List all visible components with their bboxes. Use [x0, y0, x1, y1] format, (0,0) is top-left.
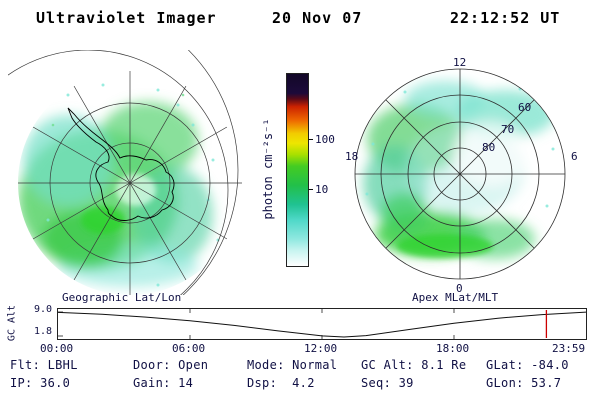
status-glon: GLon: 53.7: [486, 376, 562, 390]
status-dsp: Dsp: 4.2: [247, 376, 315, 390]
status-mode: Mode: Normal: [247, 358, 338, 372]
status-ip: IP: 36.0: [10, 376, 71, 390]
mlat-label-70: 70: [501, 123, 514, 136]
status-gain: Gain: 14: [133, 376, 194, 390]
status-gc-alt: GC Alt: 8.1 Re: [361, 358, 467, 372]
mlat-label-80: 80: [482, 141, 495, 154]
colorbar-tick-label-100: 100: [315, 133, 335, 146]
colorbar-tick-mark: [308, 139, 313, 140]
mlt-label-12: 12: [453, 56, 466, 69]
speckle-dots: [46, 83, 220, 287]
antarctica-coastline: [67, 107, 175, 221]
status-glat: GLat: -84.0: [486, 358, 569, 372]
gc-alt-plot-area: [58, 309, 586, 339]
speckle-dots: [365, 87, 555, 208]
gc-alt-strip-chart: [57, 308, 587, 340]
mlt-label-18: 18: [345, 150, 358, 163]
aurora-image-left: [18, 83, 220, 287]
gc-alt-curve: [58, 311, 586, 338]
colorbar-tick-mark: [308, 189, 313, 190]
xtick-1200: 12:00: [304, 342, 338, 355]
mlat-label-60: 60: [518, 101, 531, 114]
left-plot-caption: Geographic Lat/Lon: [62, 291, 182, 304]
lat-lon-grid: [8, 50, 242, 295]
colorbar-tick-label-10: 10: [315, 183, 329, 196]
observation-date: 20 Nov 07: [272, 9, 363, 27]
status-seq: Seq: 39: [361, 376, 414, 390]
xtick-0600: 06:00: [172, 342, 206, 355]
colorbar-unit-label: photon cm⁻²s⁻¹: [261, 118, 275, 220]
aurora-image-right: [363, 81, 555, 259]
observation-time: 22:12:52 UT: [450, 9, 561, 27]
mlt-label-6: 6: [571, 150, 578, 163]
instrument-title: Ultraviolet Imager: [36, 9, 217, 27]
xtick-1800: 18:00: [436, 342, 470, 355]
xtick-0000: 00:00: [40, 342, 74, 355]
geographic-polar-image: [8, 50, 242, 295]
right-plot-caption: Apex MLat/MLT: [412, 291, 499, 304]
apex-polar-image: 12 18 6 0 60 70 80: [345, 56, 578, 295]
gc-alt-ytick-top: 9.0: [33, 304, 52, 315]
axis-ticks: [58, 309, 455, 339]
gc-alt-axis-label: GC Alt: [6, 304, 18, 342]
xtick-2359: 23:59: [552, 342, 586, 355]
mlt-spokes: [355, 69, 565, 279]
colorbar: [286, 73, 309, 267]
status-flt: Flt: LBHL: [10, 358, 78, 372]
gc-alt-ytick-bottom: 1.8: [33, 326, 52, 337]
mlt-label-0: 0: [456, 282, 463, 295]
status-door: Door: Open: [133, 358, 209, 372]
